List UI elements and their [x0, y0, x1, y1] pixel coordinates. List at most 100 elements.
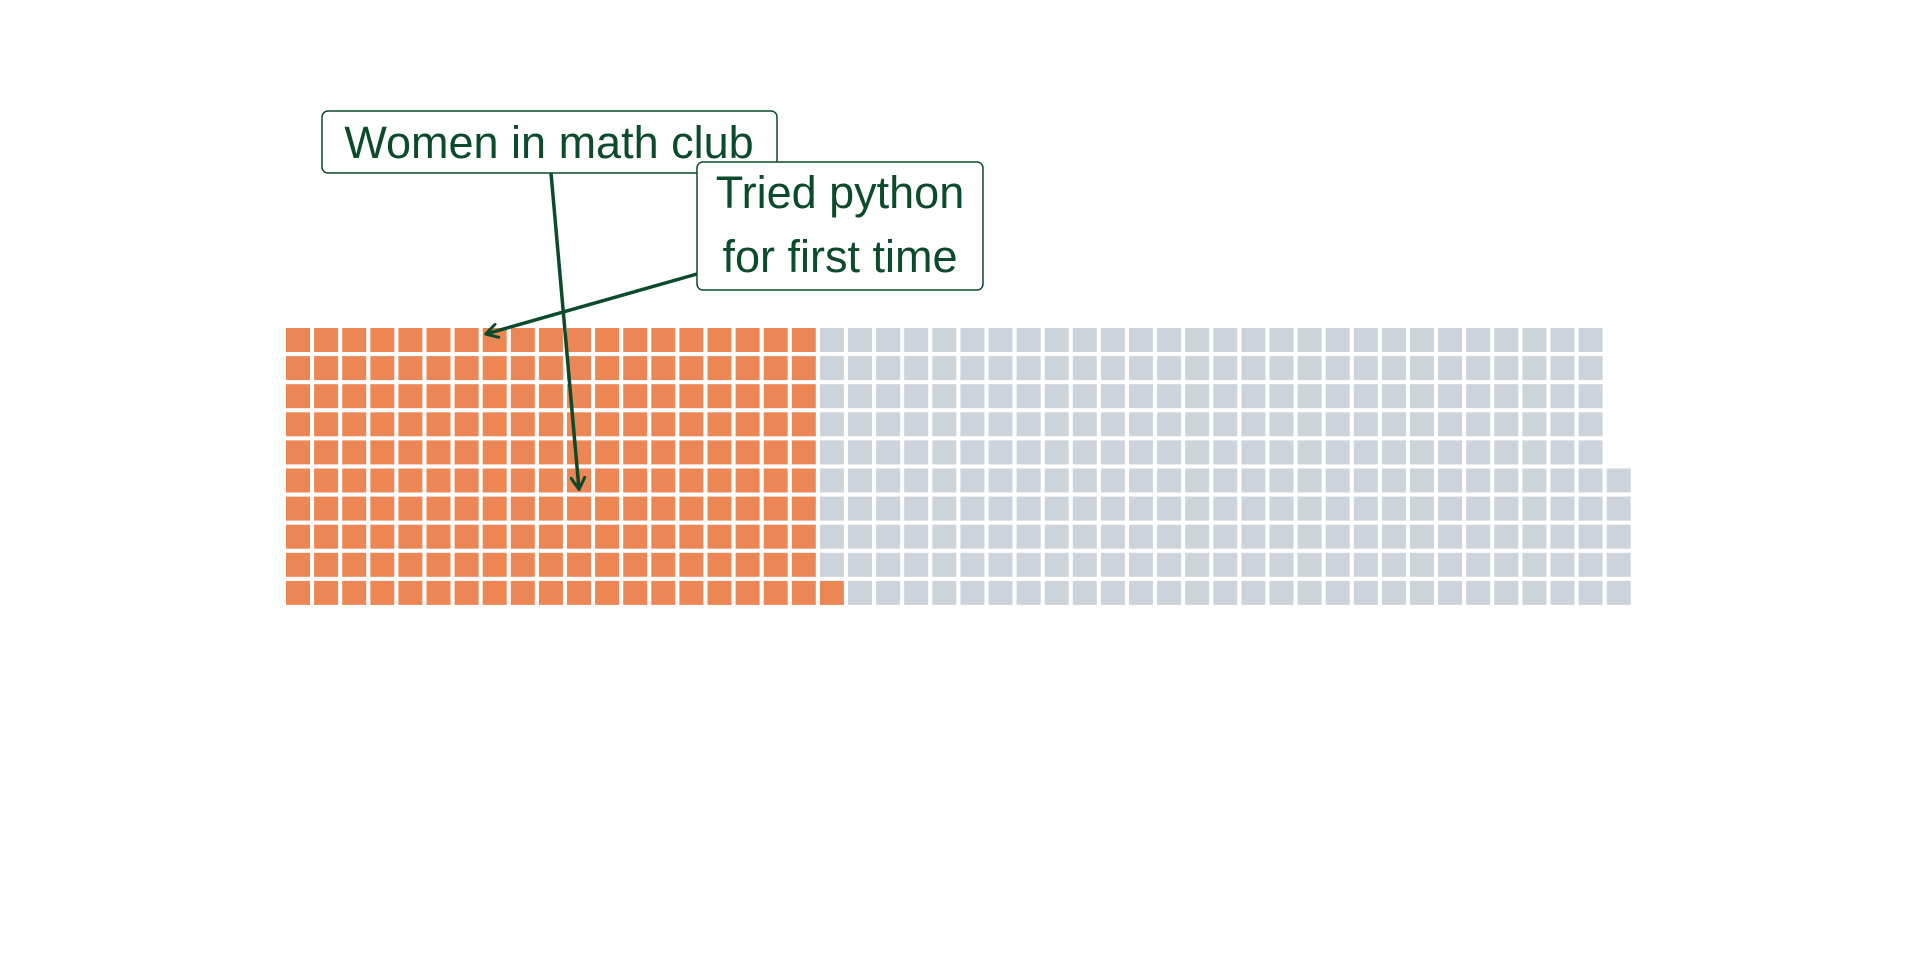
waffle-cell [567, 440, 591, 465]
waffle-cell [1522, 524, 1547, 549]
waffle-cell [1522, 440, 1547, 465]
waffle-cell [1494, 412, 1519, 437]
waffle-cell [1297, 412, 1322, 437]
waffle-cell [1100, 384, 1125, 409]
waffle-cell [988, 412, 1013, 437]
waffle-cell [1494, 552, 1519, 577]
waffle-cell [1241, 440, 1266, 465]
waffle-cell [1129, 356, 1153, 381]
waffle-cell [1606, 524, 1631, 549]
waffle-cell [510, 384, 535, 409]
waffle-cell [426, 468, 451, 493]
waffle-cell [538, 412, 563, 437]
waffle-cell [1522, 580, 1547, 605]
waffle-cell [1269, 468, 1294, 493]
waffle-cell [342, 468, 367, 493]
waffle-cell [1241, 580, 1266, 605]
waffle-cell [763, 356, 788, 381]
waffle-cell [1410, 412, 1434, 437]
waffle-cell [904, 468, 929, 493]
waffle-cell [735, 440, 760, 465]
waffle-cell [1438, 356, 1463, 381]
waffle-cell [904, 412, 929, 437]
waffle-cell [791, 384, 816, 409]
waffle-cell [398, 524, 423, 549]
waffle-cell [707, 524, 732, 549]
waffle-cell [1578, 552, 1603, 577]
waffle-cell [482, 468, 507, 493]
waffle-cell [1269, 580, 1294, 605]
waffle-cell [1044, 384, 1069, 409]
waffle-cell [1129, 496, 1153, 521]
waffle-cell [1044, 468, 1069, 493]
waffle-cell [960, 524, 985, 549]
waffle-cell [398, 496, 423, 521]
waffle-cell [623, 524, 648, 549]
waffle-cell [1494, 468, 1519, 493]
waffle-cell [1466, 552, 1491, 577]
waffle-cell [1381, 496, 1406, 521]
waffle-cell [370, 524, 395, 549]
waffle-cell [1466, 496, 1491, 521]
waffle-cell [1100, 468, 1125, 493]
waffle-cell [763, 328, 788, 352]
waffle-cell [1522, 412, 1547, 437]
waffle-cell [1410, 580, 1434, 605]
waffle-cell [623, 552, 648, 577]
waffle-cell [1213, 580, 1238, 605]
waffle-cell [819, 328, 844, 352]
waffle-cell [1044, 412, 1069, 437]
waffle-cell [1550, 552, 1575, 577]
waffle-cell [1129, 384, 1153, 409]
waffle-cell [567, 356, 591, 381]
waffle-cell [595, 356, 620, 381]
waffle-cell [314, 580, 339, 605]
waffle-cell [876, 412, 901, 437]
waffle-cell [342, 552, 367, 577]
waffle-cell [398, 580, 423, 605]
waffle-cell [1269, 328, 1294, 352]
waffle-cell [679, 328, 704, 352]
waffle-cell [651, 580, 676, 605]
waffle-cell [791, 412, 816, 437]
waffle-cell [1269, 412, 1294, 437]
waffle-cell [314, 412, 339, 437]
waffle-cell [904, 496, 929, 521]
waffle-cell [960, 468, 985, 493]
waffle-cell [1381, 328, 1406, 352]
waffle-cell [510, 468, 535, 493]
waffle-cell [1044, 496, 1069, 521]
waffle-cell [1157, 440, 1182, 465]
waffle-cell [988, 496, 1013, 521]
waffle-cell [904, 356, 929, 381]
waffle-cell [932, 384, 957, 409]
waffle-cell [342, 356, 367, 381]
waffle-cell [1353, 580, 1378, 605]
waffle-cell [1297, 552, 1322, 577]
waffle-cell [960, 384, 985, 409]
waffle-cell [1438, 328, 1463, 352]
waffle-cell [763, 524, 788, 549]
waffle-cell [1044, 440, 1069, 465]
waffle-cell [1241, 468, 1266, 493]
waffle-cell [791, 468, 816, 493]
waffle-cell [398, 384, 423, 409]
waffle-cell [1410, 328, 1434, 352]
waffle-cell [342, 384, 367, 409]
waffle-cell [1072, 356, 1097, 381]
waffle-cell [876, 552, 901, 577]
waffle-cell [370, 356, 395, 381]
waffle-cell [1157, 412, 1182, 437]
waffle-cell [763, 580, 788, 605]
waffle-cell [1072, 580, 1097, 605]
waffle-cell [932, 580, 957, 605]
waffle-cell [1438, 468, 1463, 493]
annotation-label: for first time [722, 231, 957, 282]
waffle-cell [988, 328, 1013, 352]
waffle-cell [1129, 440, 1153, 465]
waffle-cell [707, 552, 732, 577]
waffle-cell [1410, 496, 1434, 521]
waffle-cell [286, 552, 310, 577]
waffle-cell [370, 412, 395, 437]
waffle-cell [538, 580, 563, 605]
